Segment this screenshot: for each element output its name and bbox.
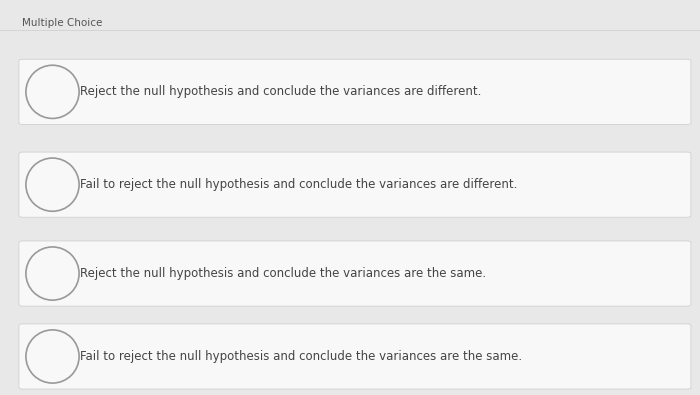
Ellipse shape (26, 330, 79, 383)
FancyBboxPatch shape (19, 59, 691, 124)
Text: Fail to reject the null hypothesis and conclude the variances are the same.: Fail to reject the null hypothesis and c… (80, 350, 523, 363)
Text: Fail to reject the null hypothesis and conclude the variances are different.: Fail to reject the null hypothesis and c… (80, 178, 518, 191)
FancyBboxPatch shape (19, 241, 691, 306)
Text: Reject the null hypothesis and conclude the variances are different.: Reject the null hypothesis and conclude … (80, 85, 482, 98)
FancyBboxPatch shape (19, 324, 691, 389)
Text: Multiple Choice: Multiple Choice (22, 18, 103, 28)
Ellipse shape (26, 65, 79, 118)
FancyBboxPatch shape (19, 152, 691, 217)
Ellipse shape (26, 158, 79, 211)
Text: Reject the null hypothesis and conclude the variances are the same.: Reject the null hypothesis and conclude … (80, 267, 486, 280)
Ellipse shape (26, 247, 79, 300)
